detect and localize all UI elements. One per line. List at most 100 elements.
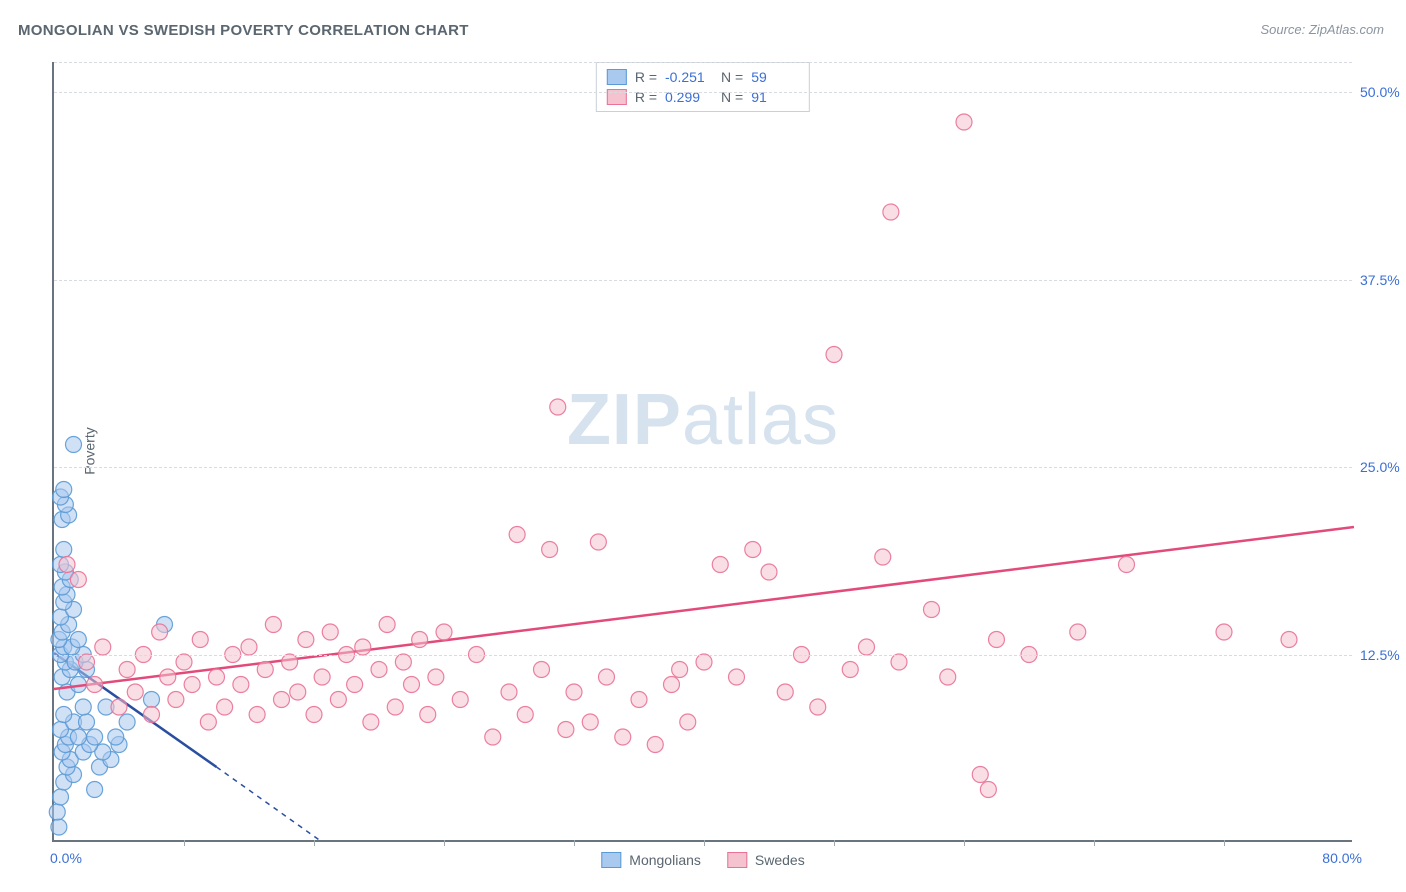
data-point [257,662,273,678]
data-point [111,699,127,715]
data-point [615,729,631,745]
data-point [87,782,103,798]
gridline-h-top [54,62,1352,63]
stat-n-label: N = [721,69,743,85]
data-point [314,669,330,685]
data-point [859,639,875,655]
data-point [542,542,558,558]
data-point [485,729,501,745]
stat-r-value-mongolians: -0.251 [665,69,713,85]
data-point [217,699,233,715]
data-point [777,684,793,700]
data-point [501,684,517,700]
data-point [127,684,143,700]
legend-label-swedes: Swedes [755,852,805,868]
gridline-h [54,467,1352,468]
data-point [590,534,606,550]
data-point [160,669,176,685]
data-point [70,572,86,588]
y-tick-label: 37.5% [1360,272,1406,288]
stats-box: R = -0.251 N = 59 R = 0.299 N = 91 [596,62,810,112]
data-point [566,684,582,700]
data-point [209,669,225,685]
data-point [940,669,956,685]
data-point [696,654,712,670]
data-point [1281,632,1297,648]
stat-r-label: R = [635,69,657,85]
x-minor-tick [444,840,445,846]
data-point [184,677,200,693]
data-point [883,204,899,220]
chart-svg [54,62,1352,840]
data-point [306,707,322,723]
x-minor-tick [704,840,705,846]
x-minor-tick [964,840,965,846]
data-point [647,737,663,753]
data-point [712,557,728,573]
data-point [826,347,842,363]
data-point [108,729,124,745]
gridline-h [54,280,1352,281]
data-point [680,714,696,730]
data-point [330,692,346,708]
data-point [1070,624,1086,640]
data-point [1216,624,1232,640]
data-point [924,602,940,618]
data-point [534,662,550,678]
data-point [452,692,468,708]
data-point [875,549,891,565]
data-point [420,707,436,723]
data-point [51,819,67,835]
data-point [842,662,858,678]
x-minor-tick [834,840,835,846]
x-minor-tick [314,840,315,846]
data-point [200,714,216,730]
stat-n-value-mongolians: 59 [751,69,799,85]
data-point [192,632,208,648]
data-point [363,714,379,730]
source-attribution: Source: ZipAtlas.com [1260,22,1384,37]
x-tick-origin: 0.0% [50,850,82,866]
stats-row-swedes: R = 0.299 N = 91 [607,87,799,107]
data-point [347,677,363,693]
data-point [517,707,533,723]
x-minor-tick [184,840,185,846]
data-point [1119,557,1135,573]
data-point [298,632,314,648]
data-point [53,789,69,805]
data-point [249,707,265,723]
data-point [49,804,65,820]
data-point [79,654,95,670]
data-point [56,482,72,498]
data-point [729,669,745,685]
data-point [989,632,1005,648]
legend-swatch-swedes [727,852,747,868]
swatch-mongolians [607,69,627,85]
data-point [168,692,184,708]
data-point [371,662,387,678]
data-point [745,542,761,558]
gridline-h [54,655,1352,656]
data-point [980,782,996,798]
data-point [144,692,160,708]
data-point [70,729,86,745]
y-tick-label: 25.0% [1360,459,1406,475]
chart-title: MONGOLIAN VS SWEDISH POVERTY CORRELATION… [18,22,469,39]
data-point [582,714,598,730]
data-point [322,624,338,640]
data-point [810,699,826,715]
data-point [395,654,411,670]
data-point [387,699,403,715]
legend-swatch-mongolians [601,852,621,868]
data-point [274,692,290,708]
data-point [664,677,680,693]
data-point [404,677,420,693]
data-point [672,662,688,678]
data-point [290,684,306,700]
data-point [428,669,444,685]
legend-item-swedes: Swedes [727,852,805,868]
data-point [119,662,135,678]
data-point [79,714,95,730]
gridline-h [54,92,1352,93]
data-point [509,527,525,543]
